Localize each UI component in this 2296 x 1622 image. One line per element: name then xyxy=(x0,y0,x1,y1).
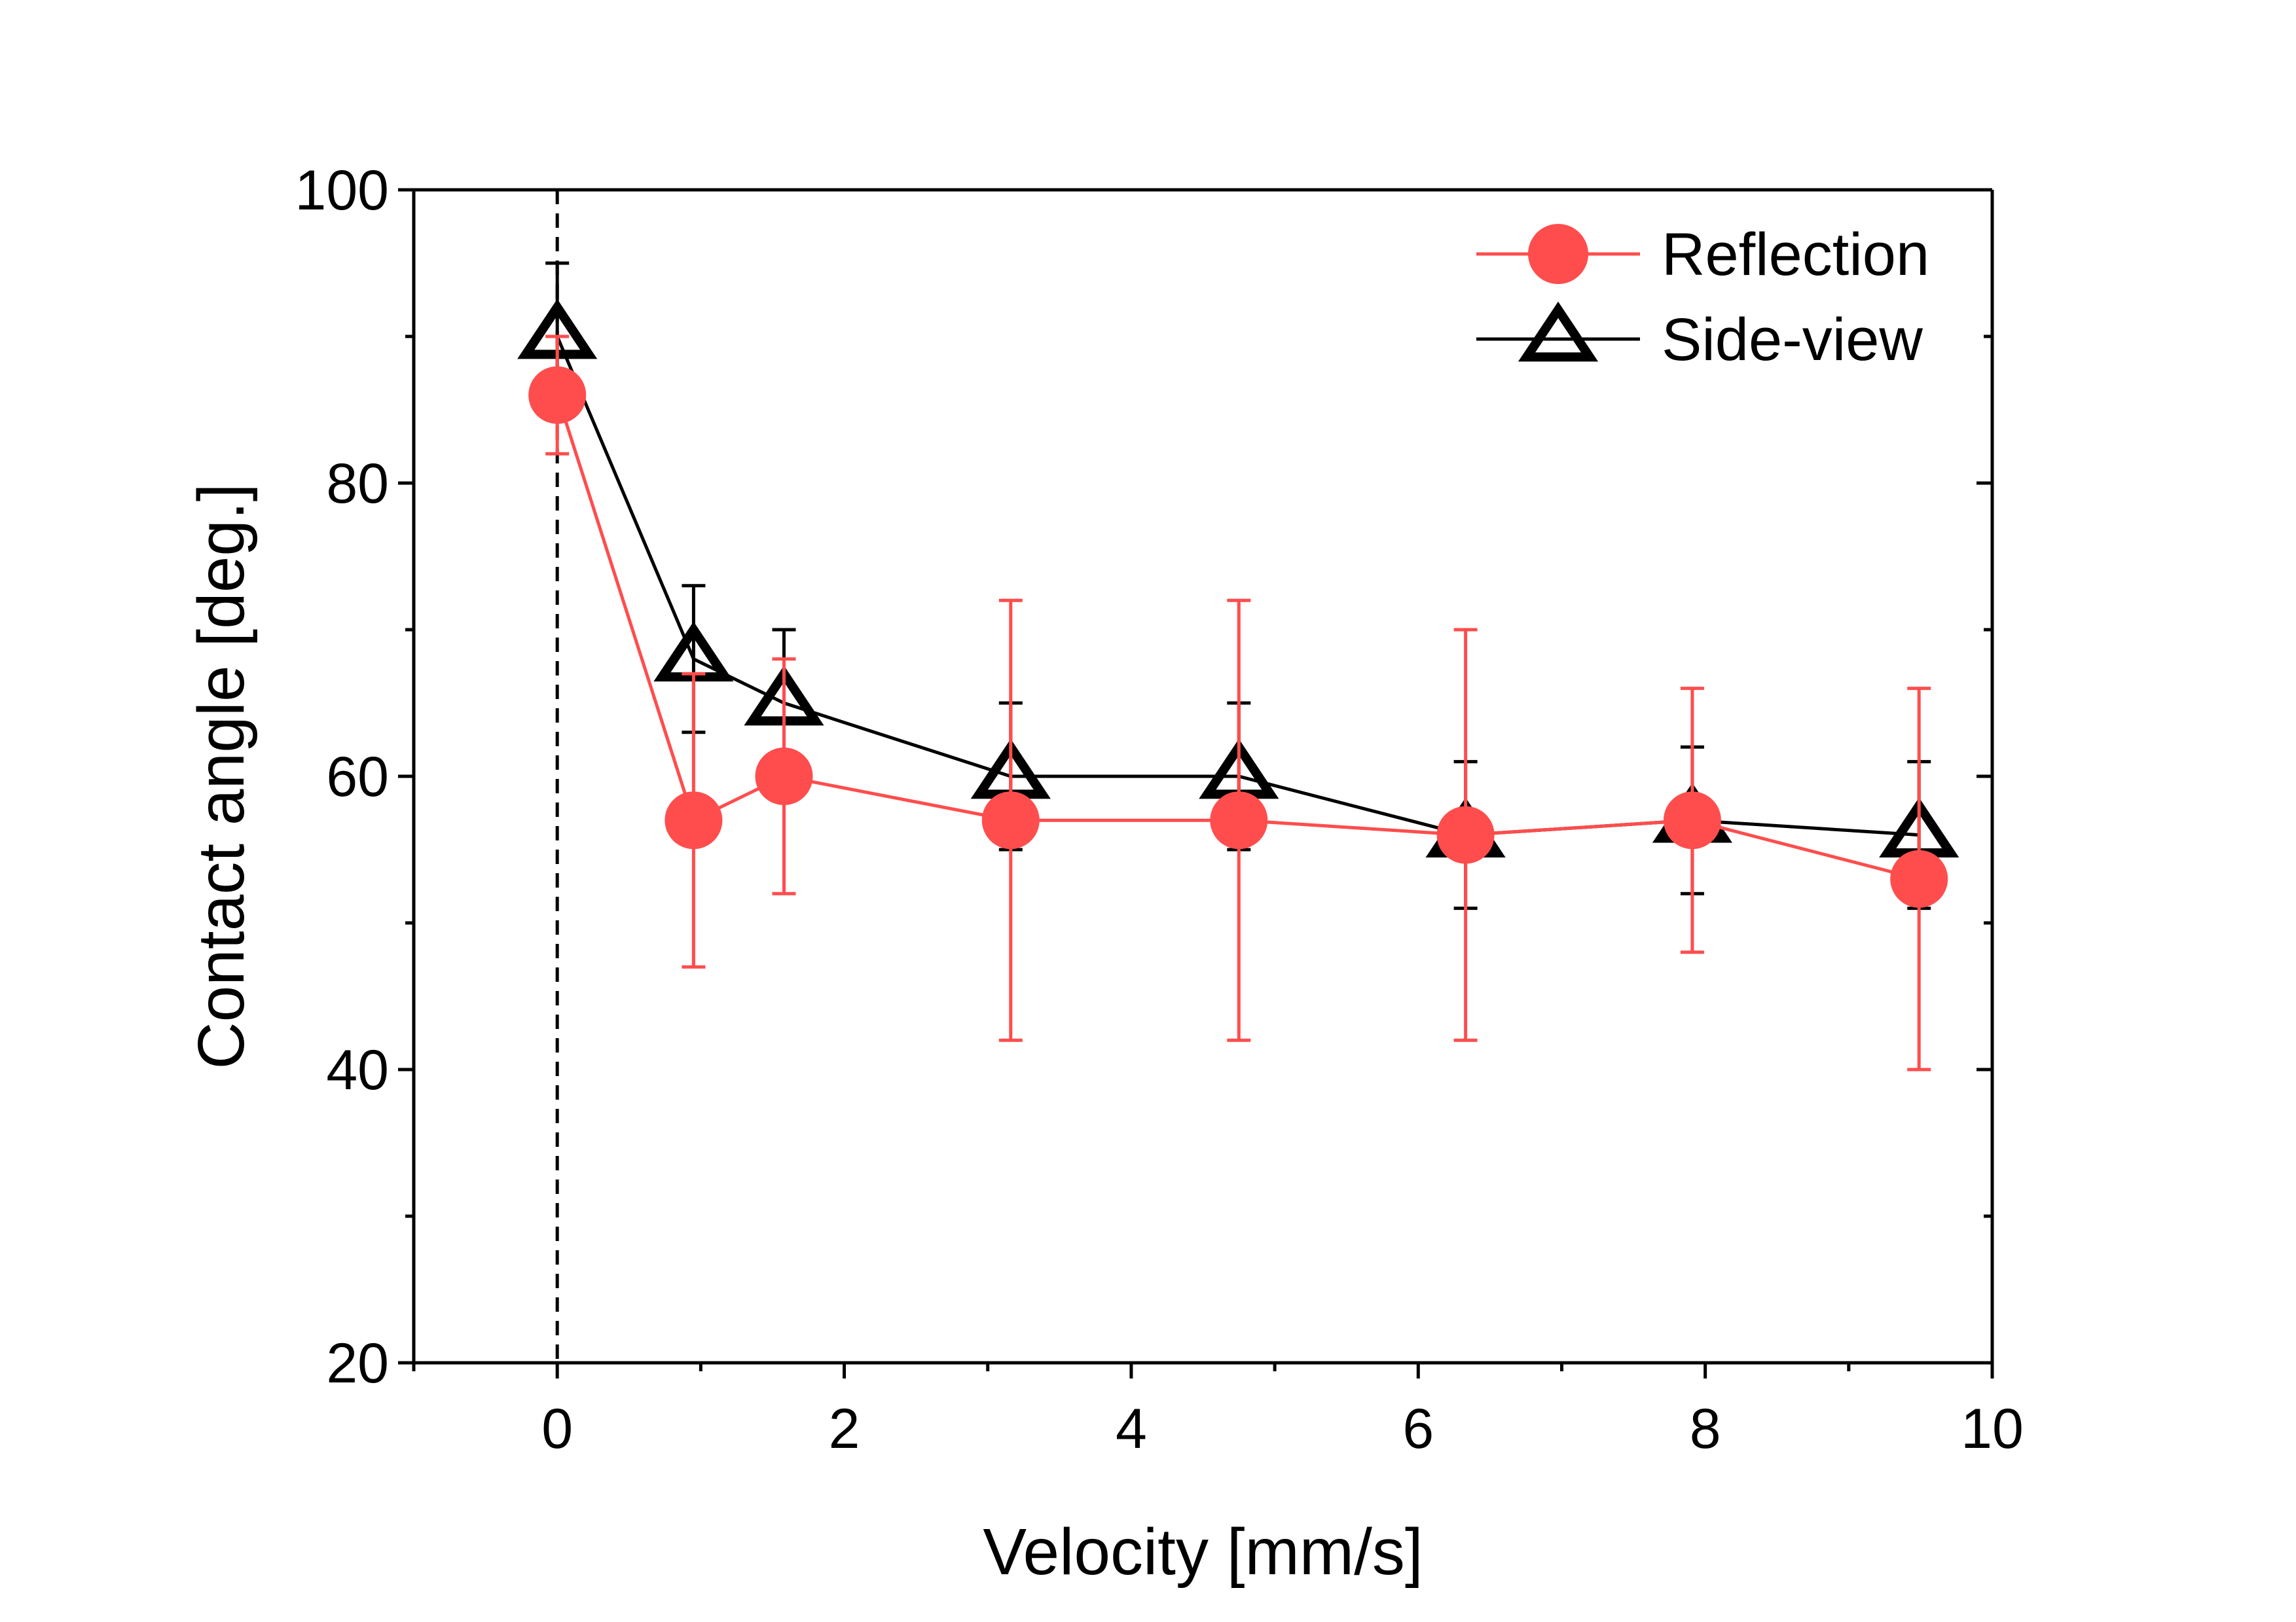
legend: Reflection Side-view xyxy=(1476,221,1929,373)
data-point xyxy=(981,791,1040,850)
data-point xyxy=(665,791,723,850)
x-tick-label: 4 xyxy=(1116,1397,1147,1460)
x-axis-title: Velocity [mm/s] xyxy=(983,1515,1423,1589)
y-tick-label: 100 xyxy=(295,159,390,222)
legend-label: Reflection xyxy=(1662,221,1929,288)
data-point xyxy=(1890,850,1948,908)
data-point xyxy=(1436,806,1495,864)
data-point xyxy=(1210,791,1268,850)
y-tick-label: 60 xyxy=(326,746,389,808)
y-tick-label: 40 xyxy=(326,1039,389,1102)
legend-label: Side-view xyxy=(1662,306,1923,373)
data-point xyxy=(528,366,587,424)
legend-item: Side-view xyxy=(1476,301,1923,373)
series-reflection xyxy=(528,334,1948,1072)
legend-marker xyxy=(1528,224,1588,284)
y-axis-title: Contact angle [deg.] xyxy=(185,483,258,1069)
x-tick-label: 8 xyxy=(1690,1397,1721,1460)
x-tick-label: 2 xyxy=(829,1397,860,1460)
x-tick-label: 10 xyxy=(1961,1397,2024,1460)
y-tick-label: 20 xyxy=(326,1332,389,1395)
data-series xyxy=(517,261,1959,1072)
ticks: 0 2 4 6 8 10 20 40 60 80 100 xyxy=(295,159,2024,1460)
axes xyxy=(412,188,1994,1365)
y-tick-label: 80 xyxy=(326,452,389,515)
x-tick-label: 0 xyxy=(541,1397,573,1460)
data-point xyxy=(755,748,813,805)
x-tick-label: 6 xyxy=(1402,1397,1434,1460)
data-point xyxy=(1663,791,1721,850)
legend-marker xyxy=(1518,301,1599,362)
legend-item: Reflection xyxy=(1476,221,1929,288)
